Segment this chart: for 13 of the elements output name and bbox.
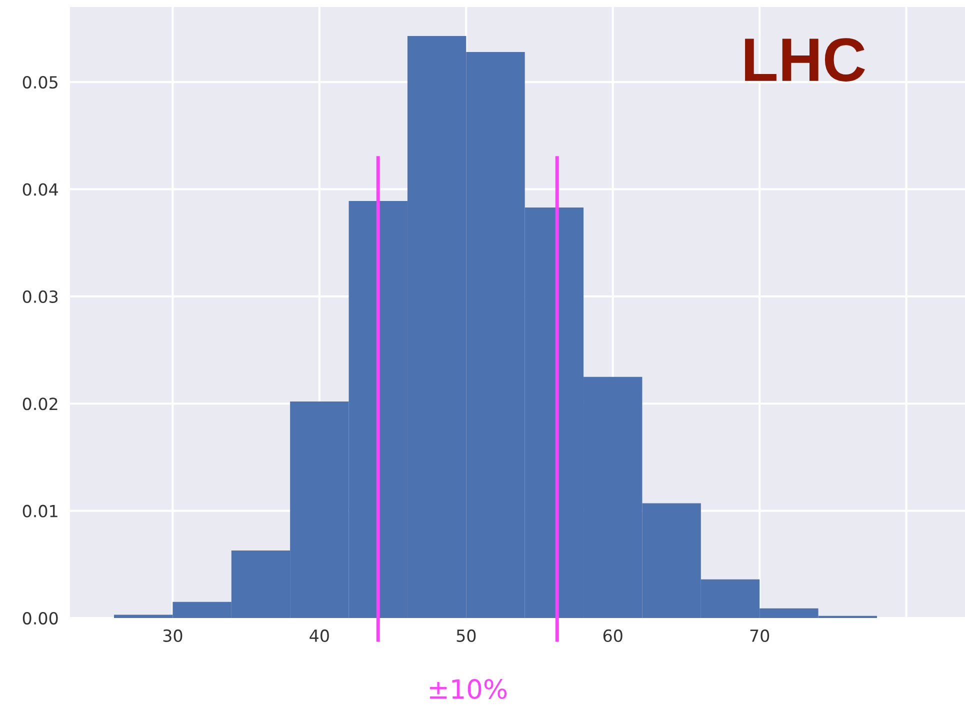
annotation: LHC: [745, 38, 865, 82]
y-tick-label: 0.02: [22, 398, 58, 410]
x-tick-label: 70: [750, 629, 770, 642]
x-tick-label: 30: [163, 629, 182, 642]
y-tick-label: 0.03: [22, 290, 58, 303]
x-tick-label: 40: [310, 629, 329, 642]
y-tick-label: 0.00: [22, 612, 58, 625]
text: ±10%: [430, 679, 507, 699]
y-tick-label: 0.04: [22, 183, 58, 196]
y-tick-label: 0.01: [22, 504, 58, 518]
x-tick-label: 50: [456, 629, 476, 642]
y-tick-label: 0.05: [22, 76, 58, 89]
x-tick-label: 60: [603, 629, 622, 642]
